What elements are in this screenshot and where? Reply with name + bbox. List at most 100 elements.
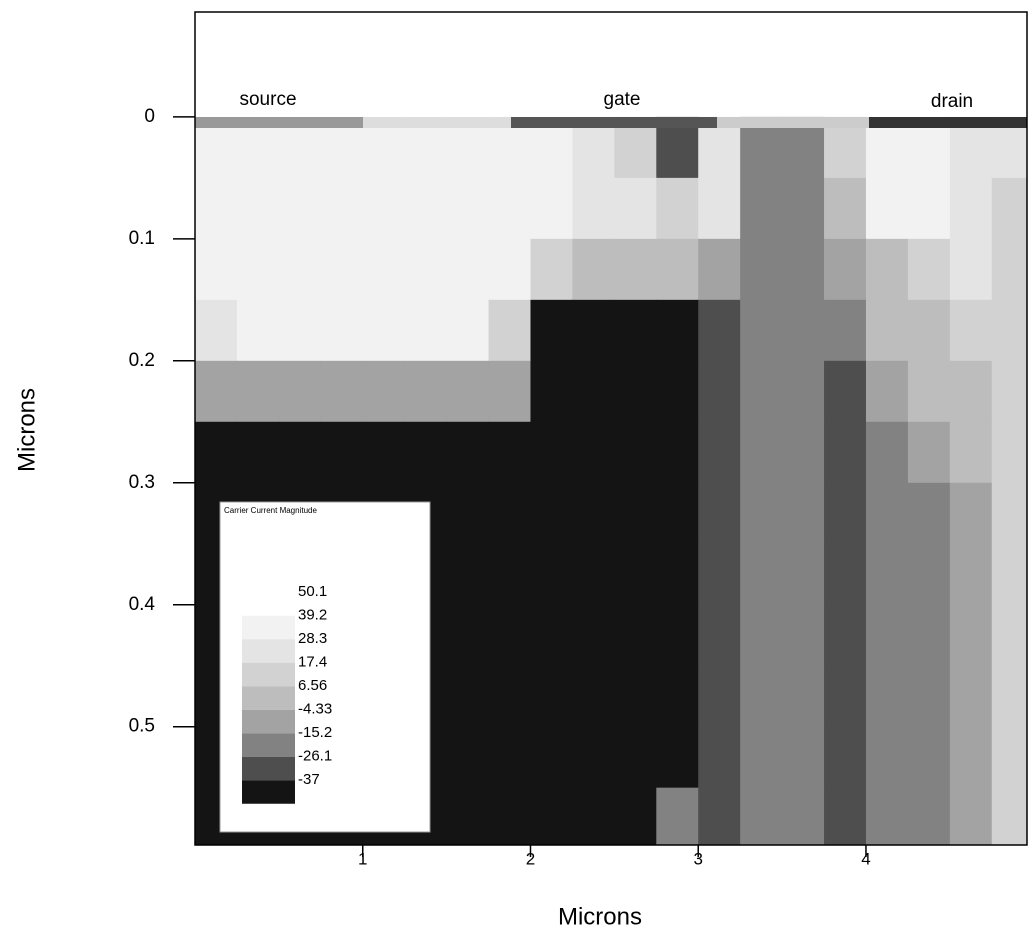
contour-cell [446, 360, 490, 423]
contour-cell [614, 604, 657, 667]
contour-cell [698, 238, 741, 301]
contour-cell [865, 177, 909, 240]
contour-cell [656, 543, 699, 606]
x-tick-label: 3 [693, 849, 702, 868]
electrodes [195, 117, 1027, 128]
contour-cell [656, 238, 699, 301]
contour-cell [698, 787, 741, 845]
contour-cell [907, 726, 951, 789]
x-tick-label: 2 [526, 849, 535, 868]
source-gap [363, 117, 511, 128]
contour-cell [488, 604, 531, 667]
contour-cell [320, 177, 364, 240]
contour-cell [782, 177, 825, 240]
contour-cell [446, 482, 490, 545]
y-axis-label: Microns [13, 388, 40, 472]
contour-cell [488, 360, 531, 423]
contour-cell [278, 177, 322, 240]
contour-cell [782, 665, 825, 728]
contour-cell [824, 360, 867, 423]
contour-cell [991, 360, 1027, 423]
contour-cell [320, 299, 364, 362]
contour-cell [656, 482, 699, 545]
contour-cell [320, 360, 364, 423]
contour-cell [991, 665, 1027, 728]
contour-cell [740, 238, 783, 301]
contour-cell [320, 238, 364, 301]
contour-cell [572, 299, 615, 362]
contour-cell [404, 299, 448, 362]
contour-cell [698, 177, 741, 240]
contour-cell [530, 299, 573, 362]
contour-cell [572, 360, 615, 423]
contour-cell [949, 238, 993, 301]
contour-cell [782, 787, 825, 845]
legend-label: 50.1 [298, 583, 327, 600]
contour-cell [907, 482, 951, 545]
legend-swatch [242, 733, 295, 757]
contour-cell [236, 360, 280, 423]
contour-cell [782, 360, 825, 423]
contour-cell [404, 177, 448, 240]
contour-cell [698, 421, 741, 484]
contour-cell [572, 421, 615, 484]
contour-cell [572, 604, 615, 667]
contour-cell [740, 299, 783, 362]
contour-cell [865, 665, 909, 728]
contour-cell [740, 665, 783, 728]
contour-cell [740, 421, 783, 484]
contour-cell [782, 604, 825, 667]
contour-cell [991, 238, 1027, 301]
contour-cell [991, 604, 1027, 667]
contour-cell [991, 177, 1027, 240]
contour-cell [488, 665, 531, 728]
x-axis-label: Microns [558, 903, 642, 930]
contour-cell [656, 177, 699, 240]
contour-cell [530, 360, 573, 423]
contour-cell [446, 787, 490, 845]
contour-cell [824, 177, 867, 240]
contour-cell [740, 787, 783, 845]
contour-cell [362, 177, 406, 240]
y-tick-label: 0.4 [129, 594, 156, 615]
legend-label: -15.2 [298, 724, 332, 741]
contour-cell [907, 299, 951, 362]
contour-cell [698, 482, 741, 545]
contour-cell [907, 604, 951, 667]
contour-cell [614, 543, 657, 606]
contour-cell [865, 543, 909, 606]
contour-cell [278, 421, 322, 484]
contour-cell [404, 360, 448, 423]
contour-cell [824, 299, 867, 362]
contour-cell [949, 360, 993, 423]
contour-cell [195, 360, 238, 423]
x-tick-label: 4 [861, 849, 870, 868]
contour-cell [907, 177, 951, 240]
contour-cell [740, 177, 783, 240]
contour-cell [824, 787, 867, 845]
contour-cell [907, 665, 951, 728]
contour-cell [572, 238, 615, 301]
legend-swatch [242, 592, 295, 616]
contour-cell [865, 421, 909, 484]
contour-cell [824, 482, 867, 545]
contour-cell [446, 299, 490, 362]
contour-cell [698, 665, 741, 728]
contour-cell [614, 299, 657, 362]
contour-cell [698, 604, 741, 667]
contour-cell [614, 482, 657, 545]
contour-cell [446, 665, 490, 728]
legend-label: 6.56 [298, 677, 327, 694]
contour-cell [991, 726, 1027, 789]
contour-cell [572, 177, 615, 240]
annotation: gate [604, 89, 641, 110]
contour-cell [740, 543, 783, 606]
contour-cell [320, 421, 364, 484]
contour-field [195, 116, 1027, 845]
contour-cell [614, 726, 657, 789]
contour-cell [614, 787, 657, 845]
contour-cell [865, 299, 909, 362]
contour-cell [782, 238, 825, 301]
contour-cell [362, 299, 406, 362]
